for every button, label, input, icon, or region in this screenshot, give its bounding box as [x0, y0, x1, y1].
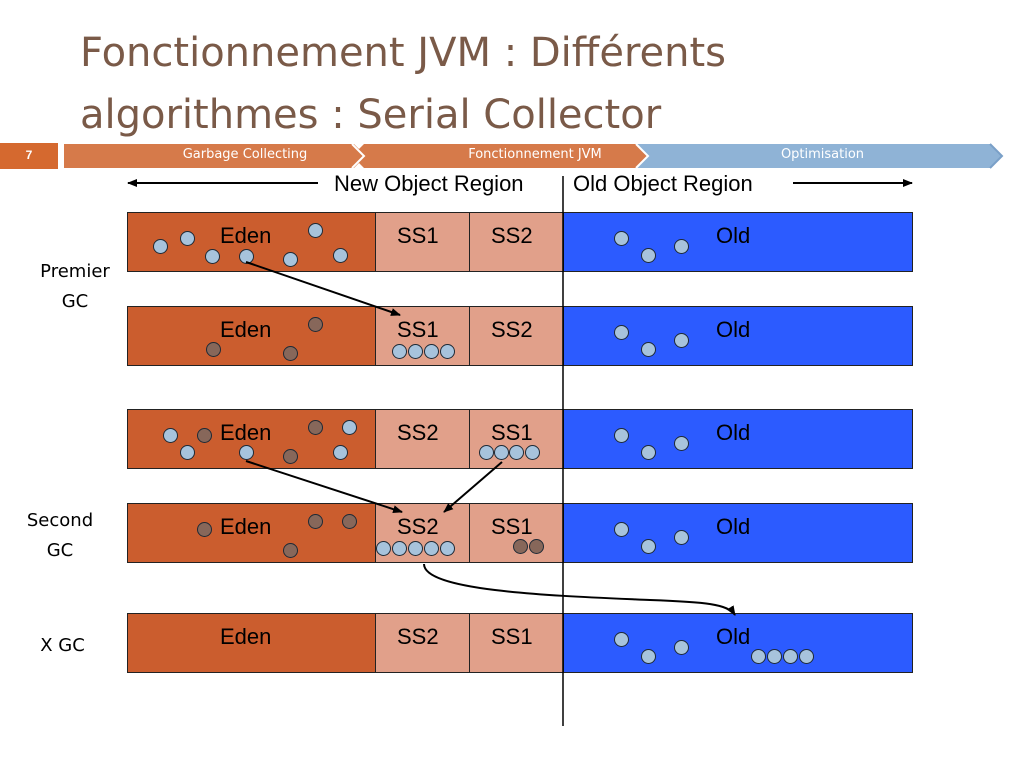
live-object	[494, 445, 509, 460]
old-object	[614, 632, 629, 647]
live-object	[479, 445, 494, 460]
survivor-space: SS1	[375, 306, 470, 366]
old-object	[674, 530, 689, 545]
eden-space: Eden	[127, 306, 376, 366]
slide-title-line-2: algorithmes : Serial Collector	[80, 92, 662, 138]
heap-row-after-first-gc: Eden SS1 SS2 Old	[127, 306, 913, 366]
copy-arrow-eden-to-ss1	[245, 261, 401, 316]
promoted-object	[751, 649, 766, 664]
dead-object	[283, 346, 298, 361]
old-object	[614, 522, 629, 537]
old-object	[641, 248, 656, 263]
live-object	[180, 231, 195, 246]
old-object	[614, 231, 629, 246]
slide-title: Fonctionnement JVM : Différents algorith…	[80, 22, 980, 146]
live-object	[525, 445, 540, 460]
old-object	[614, 428, 629, 443]
old-object	[641, 445, 656, 460]
eden-space: Eden	[127, 409, 376, 469]
old-space: Old	[563, 306, 913, 366]
old-space: Old	[563, 613, 913, 673]
promotion-arrow-to-old	[423, 563, 736, 616]
heap-row-before-first-gc: Eden SS1 SS2 Old	[127, 212, 913, 272]
live-object	[308, 223, 323, 238]
live-object	[163, 428, 178, 443]
dead-object	[308, 317, 323, 332]
live-object	[283, 252, 298, 267]
dead-object	[283, 543, 298, 558]
nav-chevron-fonctionnement-jvm[interactable]	[352, 144, 648, 168]
old-object	[614, 325, 629, 340]
live-object	[153, 239, 168, 254]
live-object	[424, 541, 439, 556]
dead-object	[342, 514, 357, 529]
live-object	[440, 541, 455, 556]
live-object	[333, 248, 348, 263]
live-object	[376, 541, 391, 556]
dead-object	[513, 539, 528, 554]
survivor-space: SS2	[469, 306, 564, 366]
survivor-space: SS1	[469, 613, 564, 673]
dead-object	[197, 428, 212, 443]
section-navigation	[64, 143, 1004, 169]
live-object	[392, 344, 407, 359]
live-object	[239, 249, 254, 264]
live-object	[180, 445, 195, 460]
promoted-object	[799, 649, 814, 664]
dead-object	[206, 342, 221, 357]
first-gc-label: Premier GC	[40, 261, 110, 312]
old-space: Old	[563, 409, 913, 469]
nav-chevron-optimisation[interactable]	[636, 144, 1002, 168]
dead-object	[197, 522, 212, 537]
promoted-object	[783, 649, 798, 664]
eden-space: Eden	[127, 212, 376, 272]
old-object	[674, 333, 689, 348]
x-gc-label: X GC	[40, 635, 85, 656]
old-object	[674, 436, 689, 451]
live-object	[509, 445, 524, 460]
promoted-object	[767, 649, 782, 664]
live-object	[205, 249, 220, 264]
survivor-space: SS2	[375, 409, 470, 469]
live-object	[342, 420, 357, 435]
old-object-region-label: Old Object Region	[573, 171, 753, 196]
live-object	[408, 541, 423, 556]
new-object-region-label: New Object Region	[334, 171, 524, 196]
survivor-space: SS2	[375, 613, 470, 673]
live-object	[440, 344, 455, 359]
old-space: Old	[563, 212, 913, 272]
old-space: Old	[563, 503, 913, 563]
nav-item-garbage-collecting[interactable]: Garbage Collecting	[182, 147, 308, 162]
live-object	[239, 445, 254, 460]
heap-row-after-second-gc: Eden SS2 SS1 Old	[127, 503, 913, 563]
survivor-space: SS2	[469, 212, 564, 272]
live-object	[392, 541, 407, 556]
survivor-space: SS2	[375, 503, 470, 563]
survivor-space: SS1	[375, 212, 470, 272]
survivor-space: SS1	[469, 503, 564, 563]
old-object	[641, 539, 656, 554]
dead-object	[308, 420, 323, 435]
old-object	[641, 649, 656, 664]
nav-item-fonctionnement-jvm[interactable]: Fonctionnement JVM	[468, 147, 602, 162]
dead-object	[308, 514, 323, 529]
live-object	[333, 445, 348, 460]
old-object	[674, 239, 689, 254]
dead-object	[529, 539, 544, 554]
second-gc-label: Second GC	[26, 510, 94, 561]
live-object	[424, 344, 439, 359]
live-object	[408, 344, 423, 359]
copy-arrow-eden-to-ss2	[245, 460, 403, 514]
dead-object	[283, 449, 298, 464]
slide-number: 7	[0, 143, 58, 169]
eden-space: Eden	[127, 503, 376, 563]
slide-title-line-1: Fonctionnement JVM : Différents	[80, 30, 727, 76]
nav-chevron-garbage-collecting[interactable]	[64, 144, 366, 168]
old-object	[674, 640, 689, 655]
old-object	[641, 342, 656, 357]
copy-arrow-ss1-to-ss2	[443, 461, 503, 513]
heap-row-after-x-gc: Eden SS2 SS1 Old	[127, 613, 913, 673]
nav-item-optimisation[interactable]: Optimisation	[780, 147, 865, 162]
